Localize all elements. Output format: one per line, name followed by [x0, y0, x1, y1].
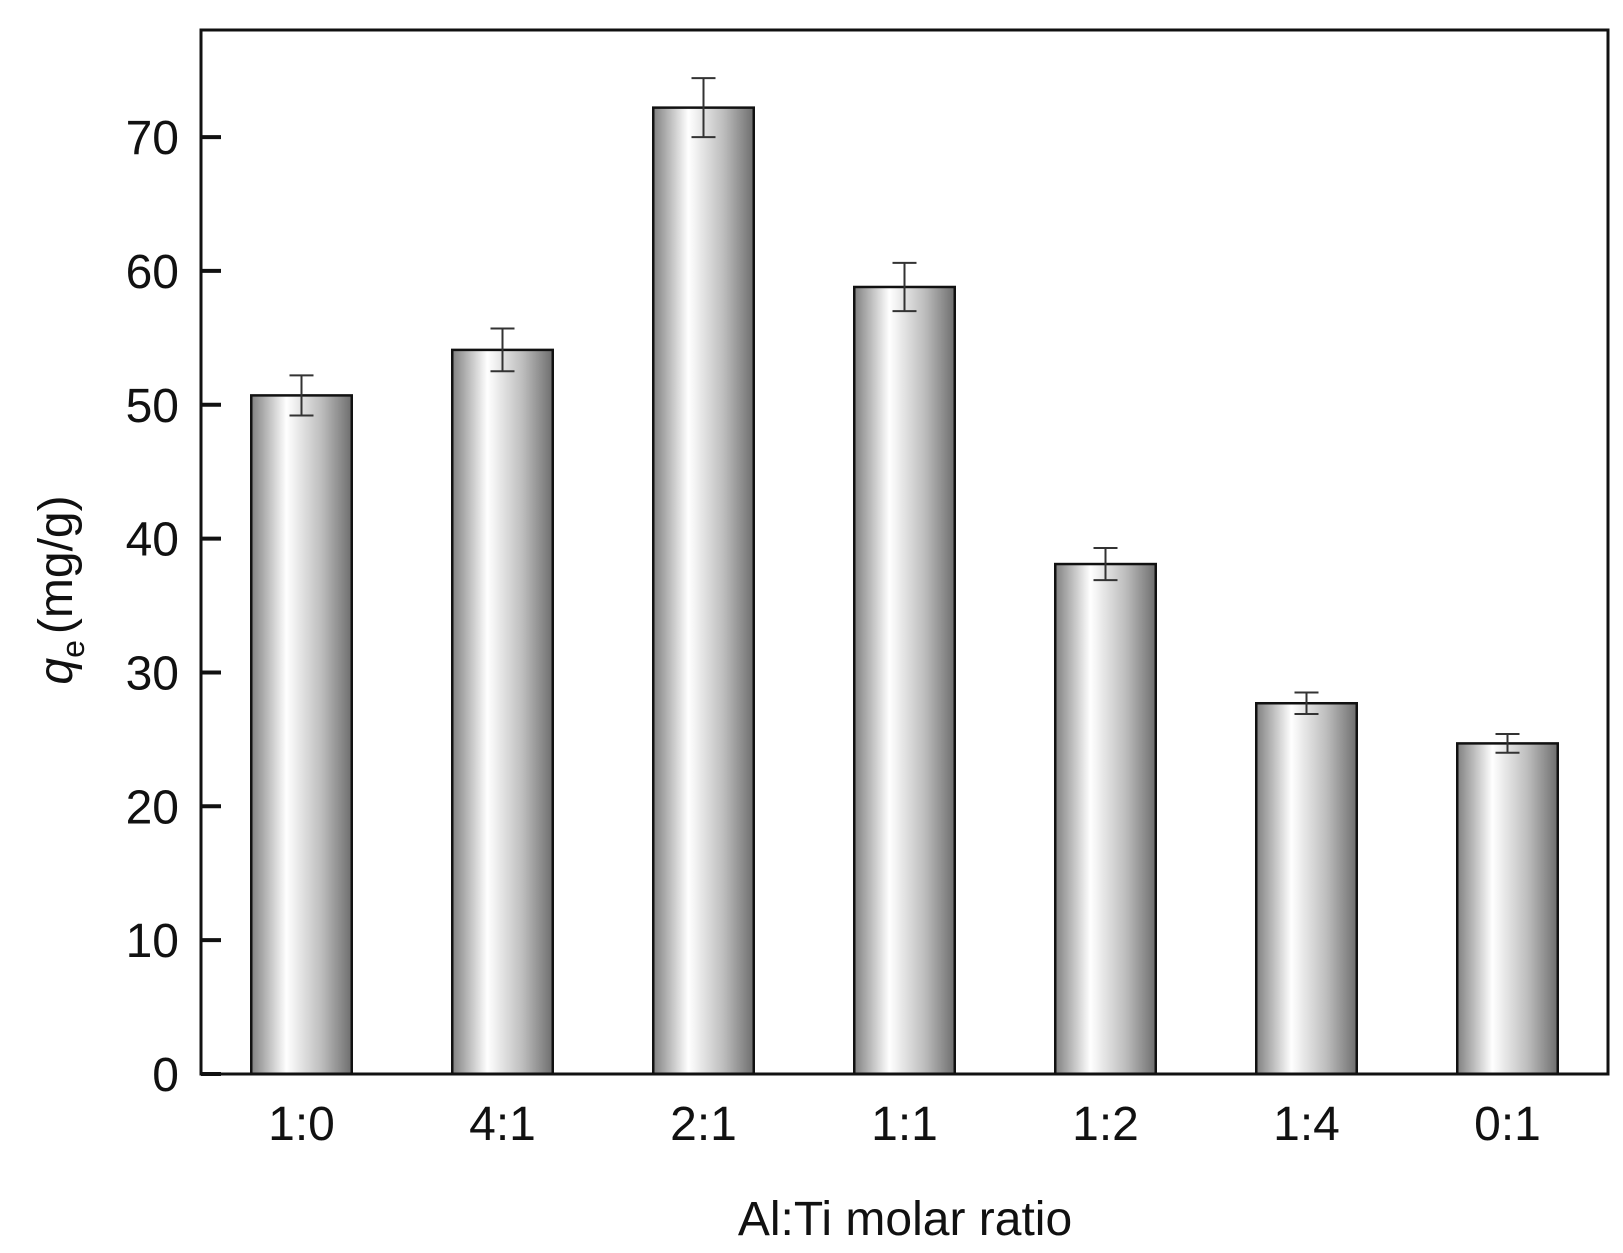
x-tick-label: 1:4	[1273, 1098, 1340, 1151]
bar-1-1	[853, 285, 956, 1076]
y-tick-label: 30	[126, 647, 179, 700]
bar-1-4	[1255, 701, 1358, 1076]
y-tick-label: 40	[126, 514, 179, 567]
bar-0-1	[1456, 742, 1559, 1076]
bar-4-1	[451, 348, 554, 1076]
y-label-sub: e	[55, 640, 91, 658]
error-bar-1-1	[892, 261, 917, 313]
y-tick-label: 0	[152, 1049, 179, 1102]
y-tick-label: 70	[126, 112, 179, 165]
error-bar-4-1	[490, 327, 515, 373]
y-tick-label: 50	[126, 380, 179, 433]
bar-2-1	[652, 106, 755, 1076]
error-bar-1-0	[289, 374, 314, 417]
y-tick-label: 60	[126, 246, 179, 299]
error-bar-0-1	[1495, 733, 1520, 754]
svg-text:qe(mg/g): qe (mg/g)	[30, 495, 91, 684]
y-label-unit: (mg/g)	[30, 495, 83, 634]
x-tick-label: 1:2	[1072, 1098, 1139, 1151]
error-bar-1-4	[1294, 691, 1319, 715]
y-tick-label: 10	[126, 915, 179, 968]
x-axis-label: Al:Ti molar ratio	[738, 1193, 1072, 1246]
bar-1-2	[1054, 562, 1157, 1076]
x-tick-label: 1:0	[268, 1098, 335, 1151]
y-label-q: q	[30, 658, 83, 685]
x-tick-label: 0:1	[1474, 1098, 1541, 1151]
x-tick-label: 1:1	[871, 1098, 938, 1151]
error-bar-2-1	[691, 77, 716, 139]
y-tick-label: 20	[126, 781, 179, 834]
x-tick-label: 2:1	[670, 1098, 737, 1151]
bar-1-0	[250, 394, 353, 1076]
x-tick-label: 4:1	[469, 1098, 536, 1151]
error-bar-1-2	[1093, 546, 1118, 582]
y-axis-label: qe (mg/g)	[30, 495, 91, 684]
plot-frame	[199, 28, 1610, 1076]
